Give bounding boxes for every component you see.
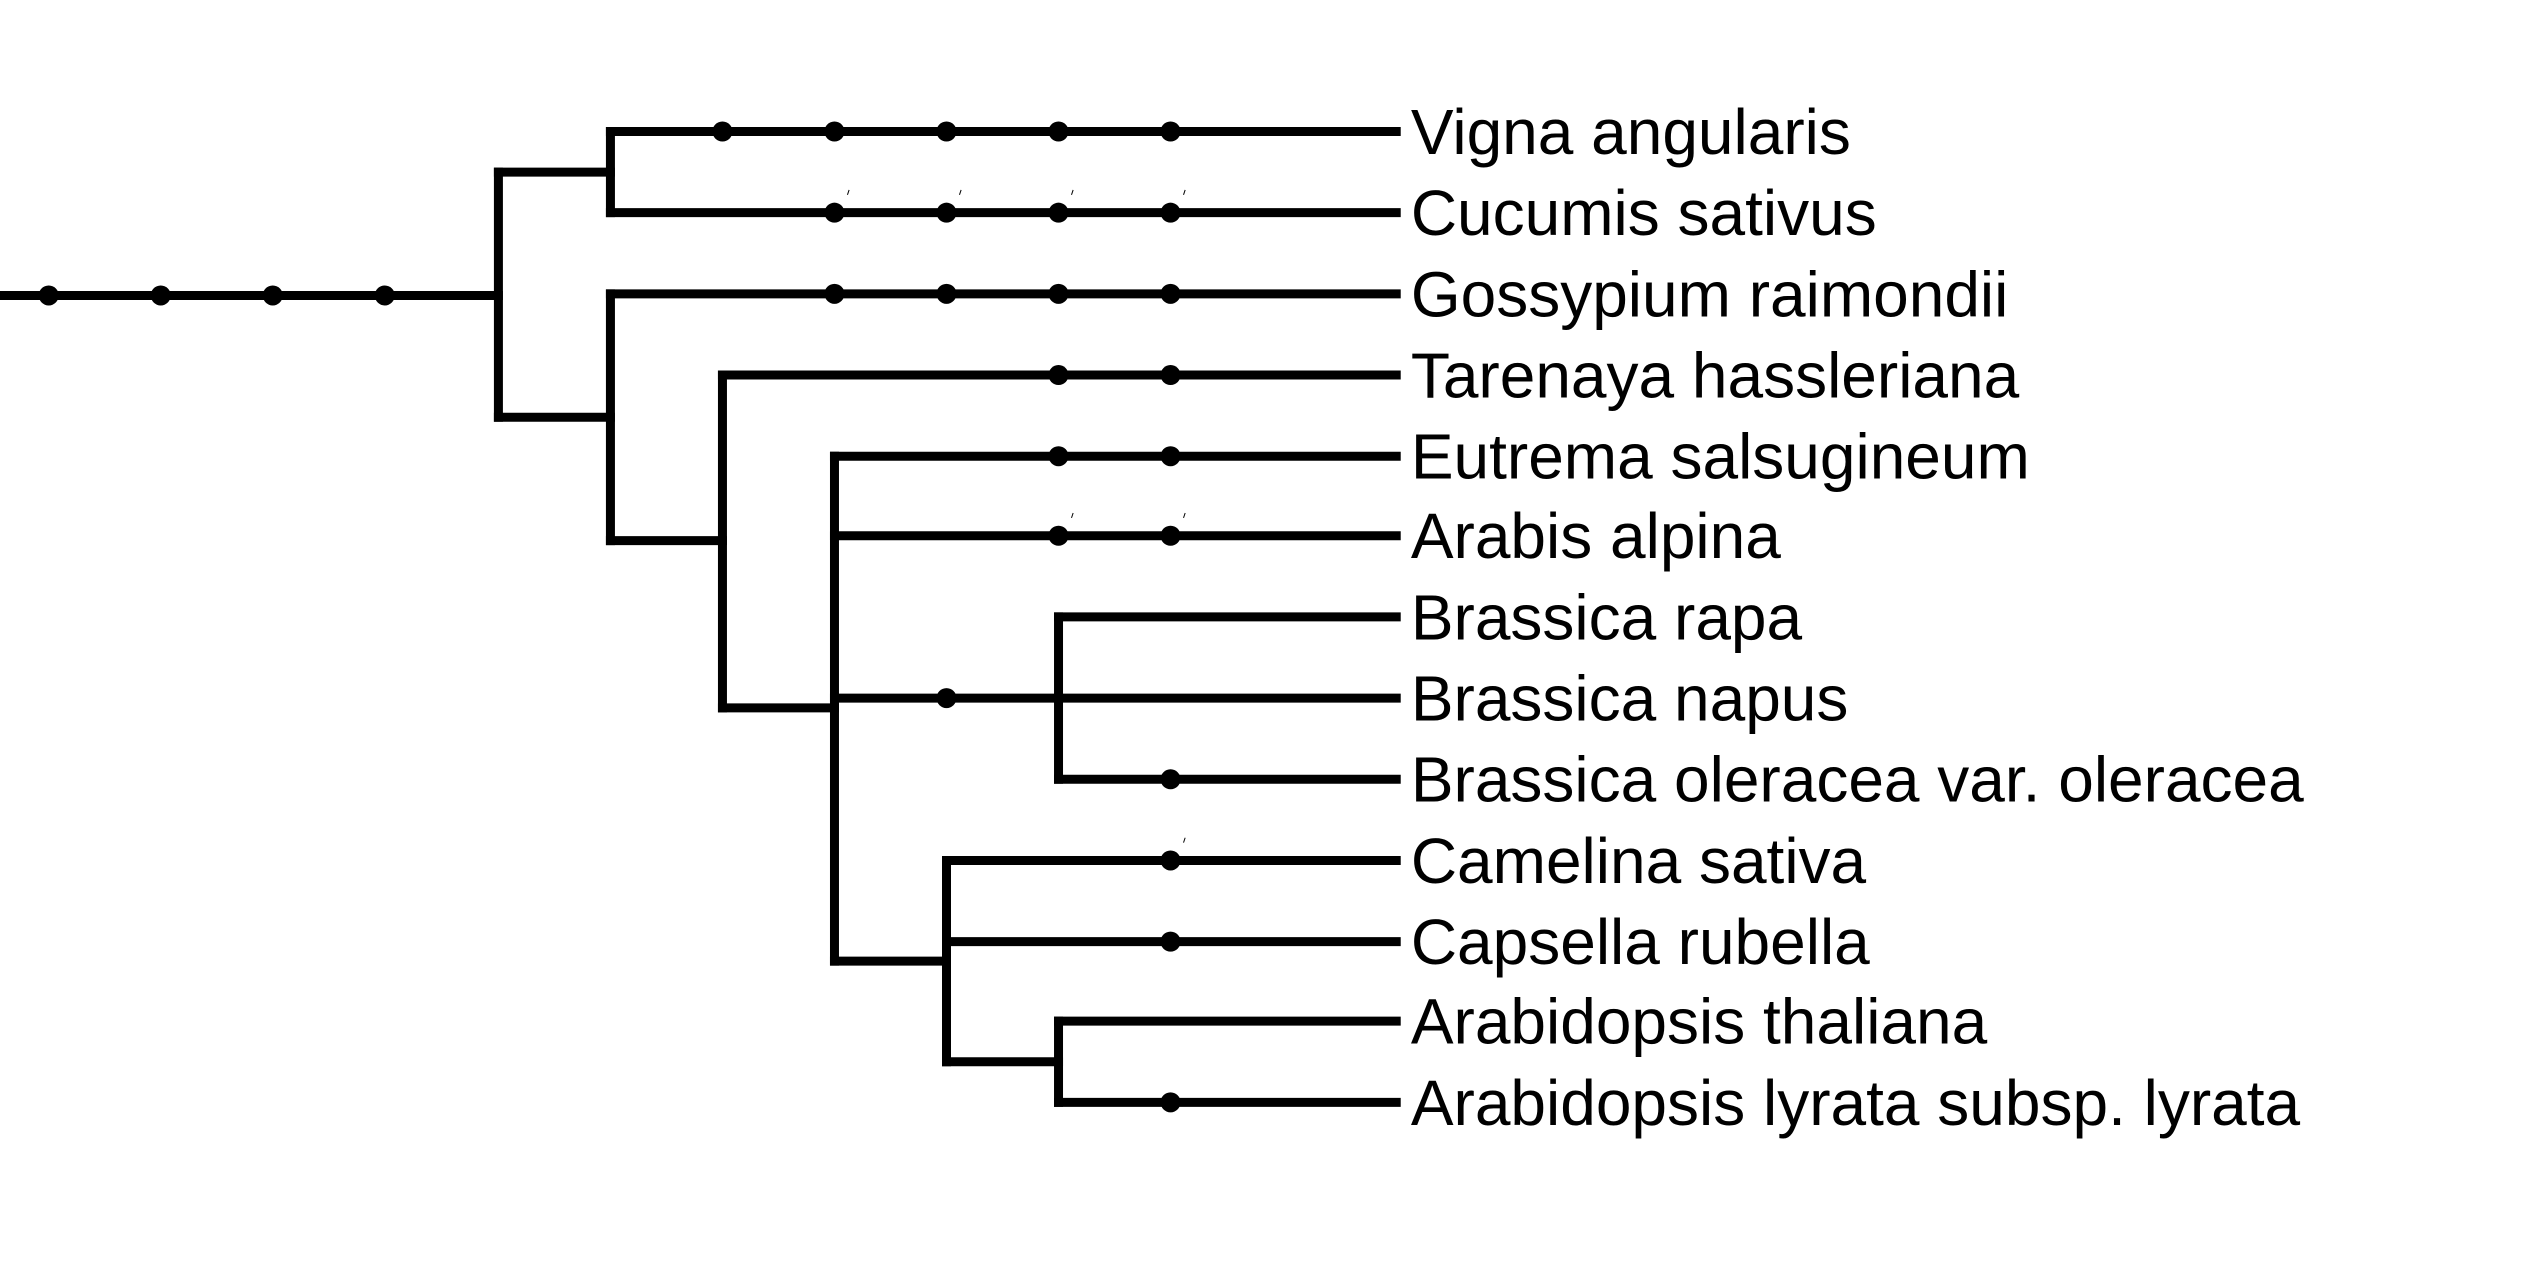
branch-node-dot (1048, 283, 1069, 304)
node-tick-mark (959, 189, 962, 195)
leaf-labels: Vigna angularis Cucumis sativus Gossypium … (1411, 96, 2304, 1139)
branch-node-dot (824, 202, 845, 223)
node-tick-mark (846, 189, 850, 195)
branch-node-dot (1160, 202, 1181, 223)
leaf-label: Brassica napus (1411, 663, 1849, 735)
branch-node-dot (936, 202, 957, 223)
branch-node-dot (824, 283, 845, 304)
branch-node-dot (262, 285, 283, 306)
branch-node-dot (1160, 525, 1181, 546)
leaf-label: Arabidopsis thaliana (1411, 986, 1988, 1058)
node-tick-mark (1071, 189, 1074, 195)
branch-node-dot (374, 285, 395, 306)
leaf-label: Camelina sativa (1411, 825, 1867, 897)
branch-node-dot (1160, 283, 1181, 304)
branch-node-dot (936, 283, 957, 304)
branch-node-dot (1048, 525, 1069, 546)
leaf-label: Gossypium raimondii (1411, 258, 2009, 330)
branch-node-dot (1160, 769, 1181, 790)
branch-node-dot (1160, 446, 1181, 467)
leaf-label: Brassica rapa (1411, 581, 1803, 653)
branch-node-dot (1160, 1092, 1181, 1113)
branch-node-dot (38, 285, 59, 306)
node-tick-mark (1183, 837, 1186, 843)
branch-node-dot (936, 688, 957, 709)
leaf-label: Arabis alpina (1411, 500, 1781, 572)
branch-node-dot (824, 121, 845, 142)
leaf-label: Brassica oleracea var. oleracea (1411, 744, 2304, 816)
leaf-label: Capsella rubella (1411, 906, 1870, 978)
branch-node-dot (712, 121, 733, 142)
tree-node-dots (38, 121, 1186, 1113)
branch-node-dot (150, 285, 171, 306)
branch-node-dot (1048, 365, 1069, 386)
branch-node-dot (1160, 931, 1181, 952)
branch-node-dot (1048, 202, 1069, 223)
branch-node-dot (1048, 446, 1069, 467)
leaf-label: Tarenaya hassleriana (1411, 339, 2020, 411)
leaf-label: Cucumis sativus (1411, 177, 1877, 249)
node-tick-mark (1183, 512, 1186, 519)
leaf-label: Vigna angularis (1411, 96, 1851, 168)
leaf-label: Eutrema salsugineum (1411, 421, 2030, 493)
node-tick-mark (1071, 512, 1074, 519)
tree-branches (0, 127, 1401, 1107)
branch-node-dot (936, 121, 957, 142)
leaf-label: Arabidopsis lyrata subsp. lyrata (1411, 1067, 2301, 1139)
branch-node-dot (1160, 121, 1181, 142)
node-tick-mark (1183, 189, 1186, 195)
branch-node-dot (1048, 121, 1069, 142)
branch-node-dot (1160, 365, 1181, 386)
branch-node-dot (1160, 850, 1181, 871)
